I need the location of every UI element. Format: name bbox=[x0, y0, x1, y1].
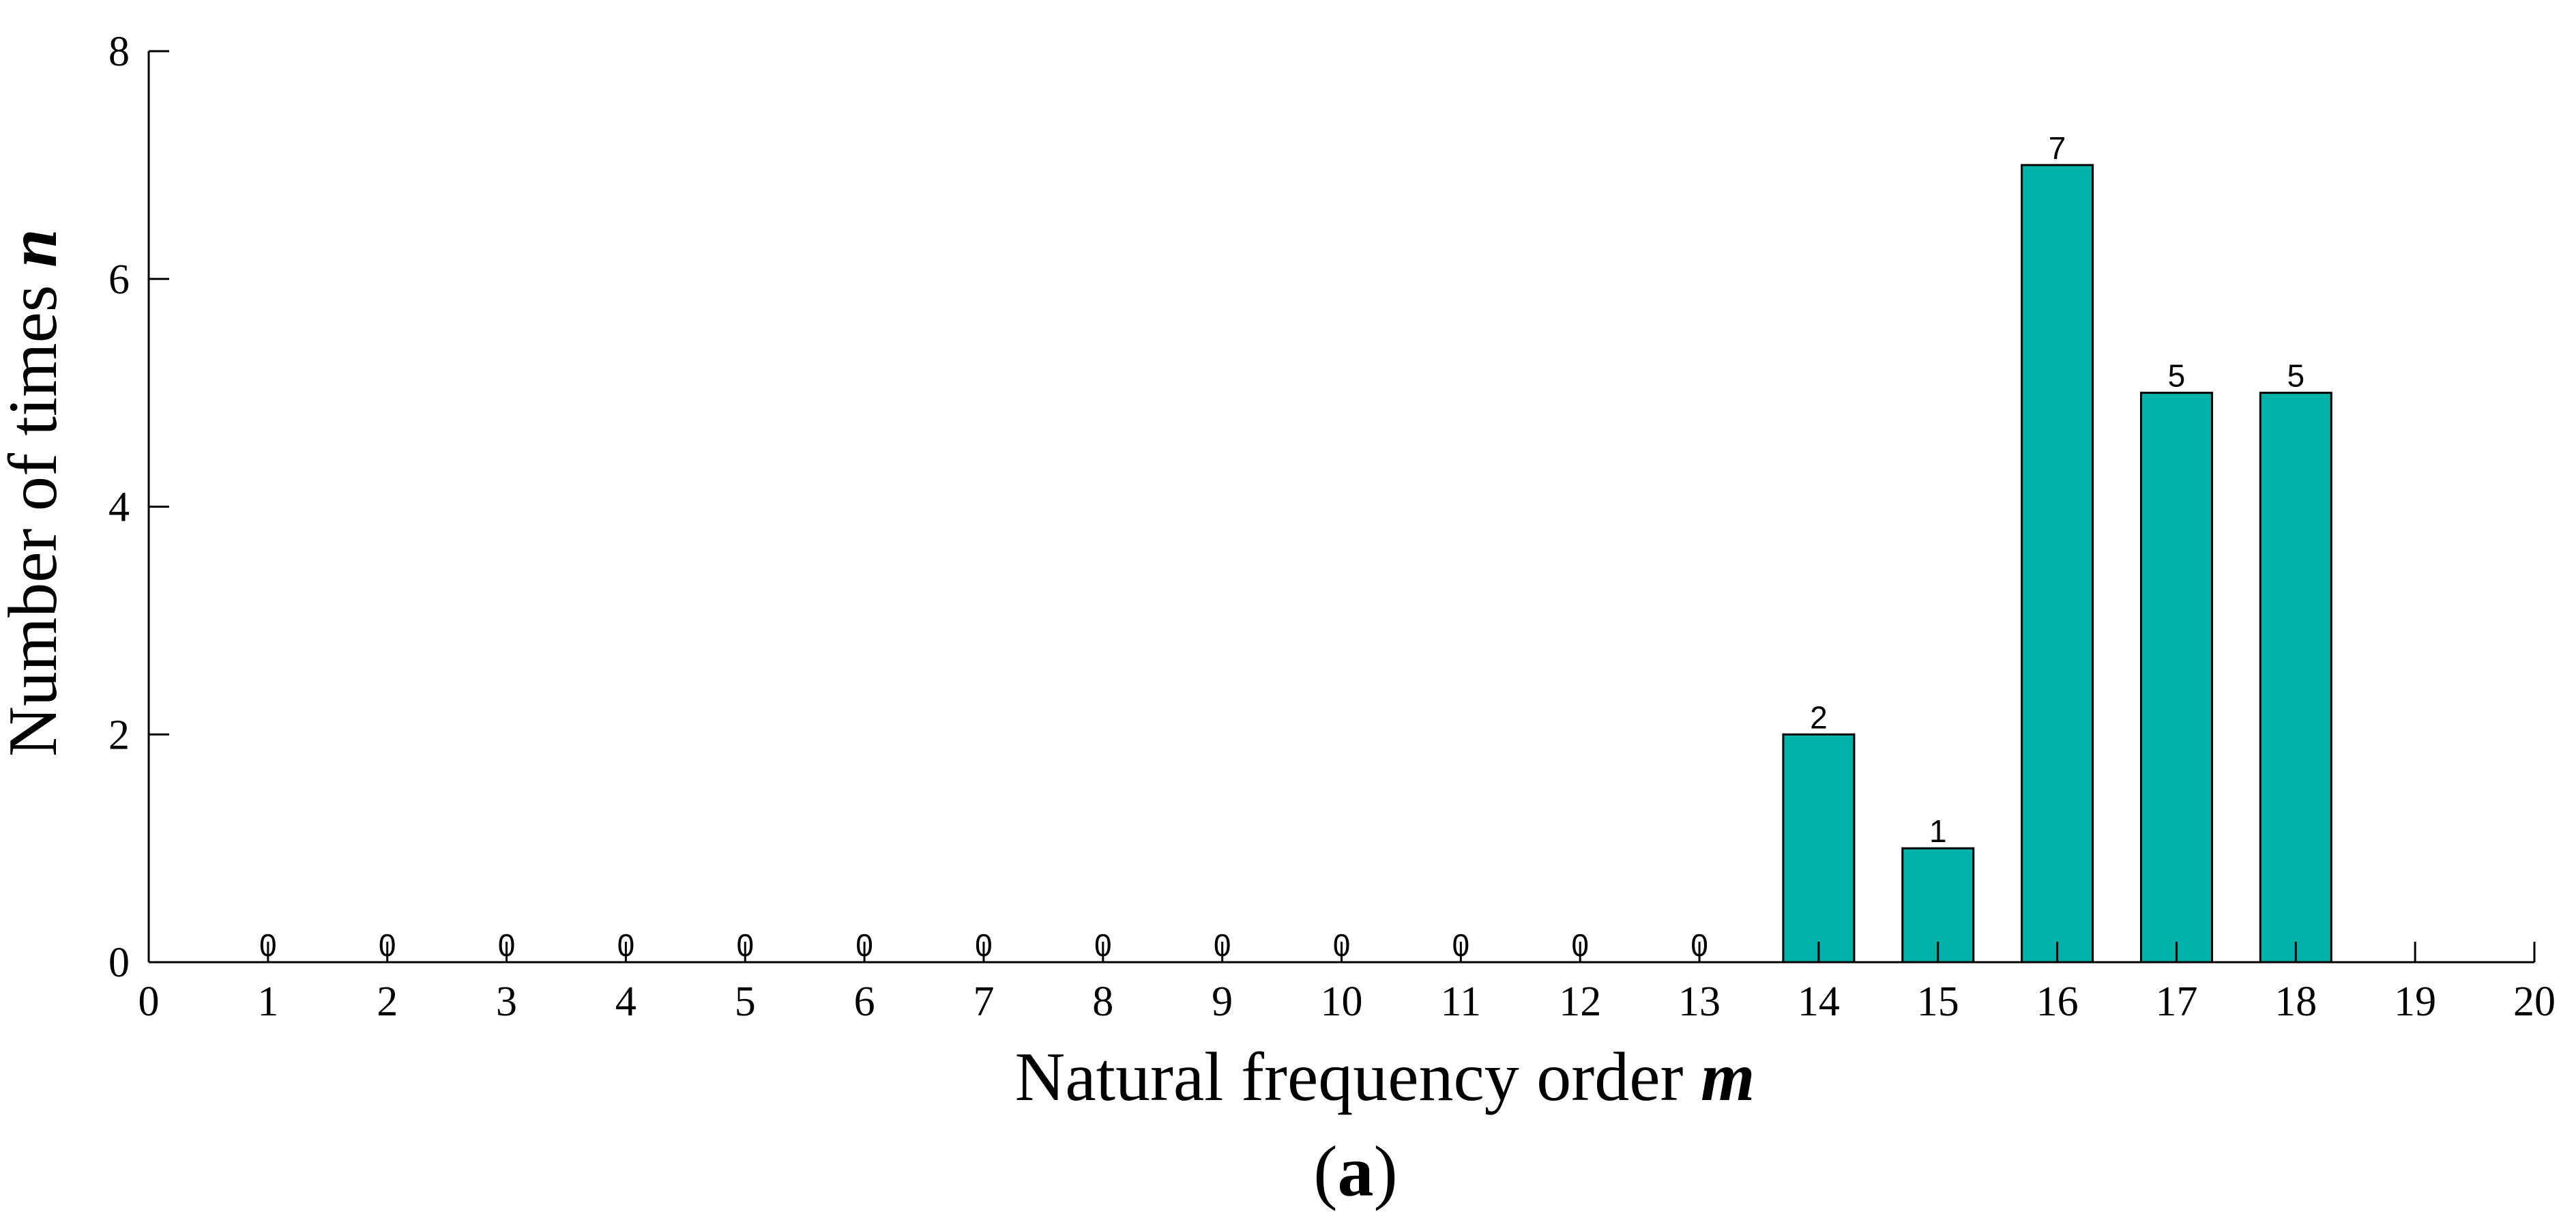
panel-caption: (a) bbox=[1313, 1131, 1398, 1211]
x-axis-title-text: Natural frequency order bbox=[1015, 1039, 1701, 1116]
y-axis-title-variable: n bbox=[0, 229, 72, 268]
x-ticks-layer: 0 1 2 3 4 5 6 7 8 9 10 11 12 13 14 15 16 17 18 19 20 bbox=[138, 942, 2556, 1025]
x-tick-label-5: 5 bbox=[735, 979, 756, 1025]
x-tick-label-11: 11 bbox=[1440, 979, 1481, 1025]
bar-16 bbox=[2021, 164, 2094, 964]
y-tick-label-4: 4 bbox=[108, 485, 130, 531]
x-axis-title-variable: m bbox=[1701, 1039, 1755, 1116]
x-tick-label-4: 4 bbox=[615, 979, 636, 1025]
x-tick-label-13: 13 bbox=[1678, 979, 1721, 1025]
x-tick-label-0: 0 bbox=[138, 979, 160, 1025]
bars-layer bbox=[1782, 164, 2332, 964]
x-tick-label-3: 3 bbox=[496, 979, 517, 1025]
x-tick-label-7: 7 bbox=[973, 979, 994, 1025]
y-ticks-layer: 0 2 4 6 8 bbox=[108, 29, 169, 986]
x-tick-label-6: 6 bbox=[854, 979, 875, 1025]
x-tick-label-8: 8 bbox=[1092, 979, 1113, 1025]
x-tick-label-9: 9 bbox=[1212, 979, 1233, 1025]
y-tick-label-0: 0 bbox=[108, 940, 130, 986]
caption-close: ) bbox=[1374, 1131, 1398, 1211]
value-label-17: 5 bbox=[2168, 358, 2186, 394]
caption-open: ( bbox=[1313, 1131, 1337, 1211]
bar-17 bbox=[2139, 392, 2213, 964]
y-tick-label-2: 2 bbox=[108, 712, 130, 758]
x-tick-label-19: 19 bbox=[2394, 979, 2436, 1025]
x-tick-label-16: 16 bbox=[2036, 979, 2079, 1025]
x-tick-label-2: 2 bbox=[377, 979, 398, 1025]
value-label-16: 7 bbox=[2049, 130, 2066, 166]
value-label-14: 2 bbox=[1810, 699, 1828, 735]
value-label-15: 1 bbox=[1929, 813, 1947, 849]
x-tick-label-15: 15 bbox=[1917, 979, 1959, 1025]
x-tick-label-12: 12 bbox=[1559, 979, 1601, 1025]
bar-14 bbox=[1782, 733, 1856, 964]
y-axis-title: Number of times n bbox=[0, 229, 72, 756]
x-tick-label-20: 20 bbox=[2513, 979, 2556, 1025]
x-tick-label-18: 18 bbox=[2274, 979, 2317, 1025]
value-label-18: 5 bbox=[2287, 358, 2305, 394]
x-tick-label-17: 17 bbox=[2155, 979, 2197, 1025]
x-tick-label-10: 10 bbox=[1321, 979, 1363, 1025]
x-axis-title: Natural frequency order m bbox=[1015, 1039, 1755, 1116]
y-tick-label-8: 8 bbox=[108, 29, 130, 75]
y-axis-title-text: Number of times bbox=[0, 268, 72, 757]
bar-18 bbox=[2259, 392, 2332, 964]
x-tick-label-14: 14 bbox=[1798, 979, 1840, 1025]
x-tick-label-1: 1 bbox=[257, 979, 278, 1025]
caption-letter: a bbox=[1338, 1131, 1374, 1211]
y-tick-label-6: 6 bbox=[108, 257, 130, 303]
